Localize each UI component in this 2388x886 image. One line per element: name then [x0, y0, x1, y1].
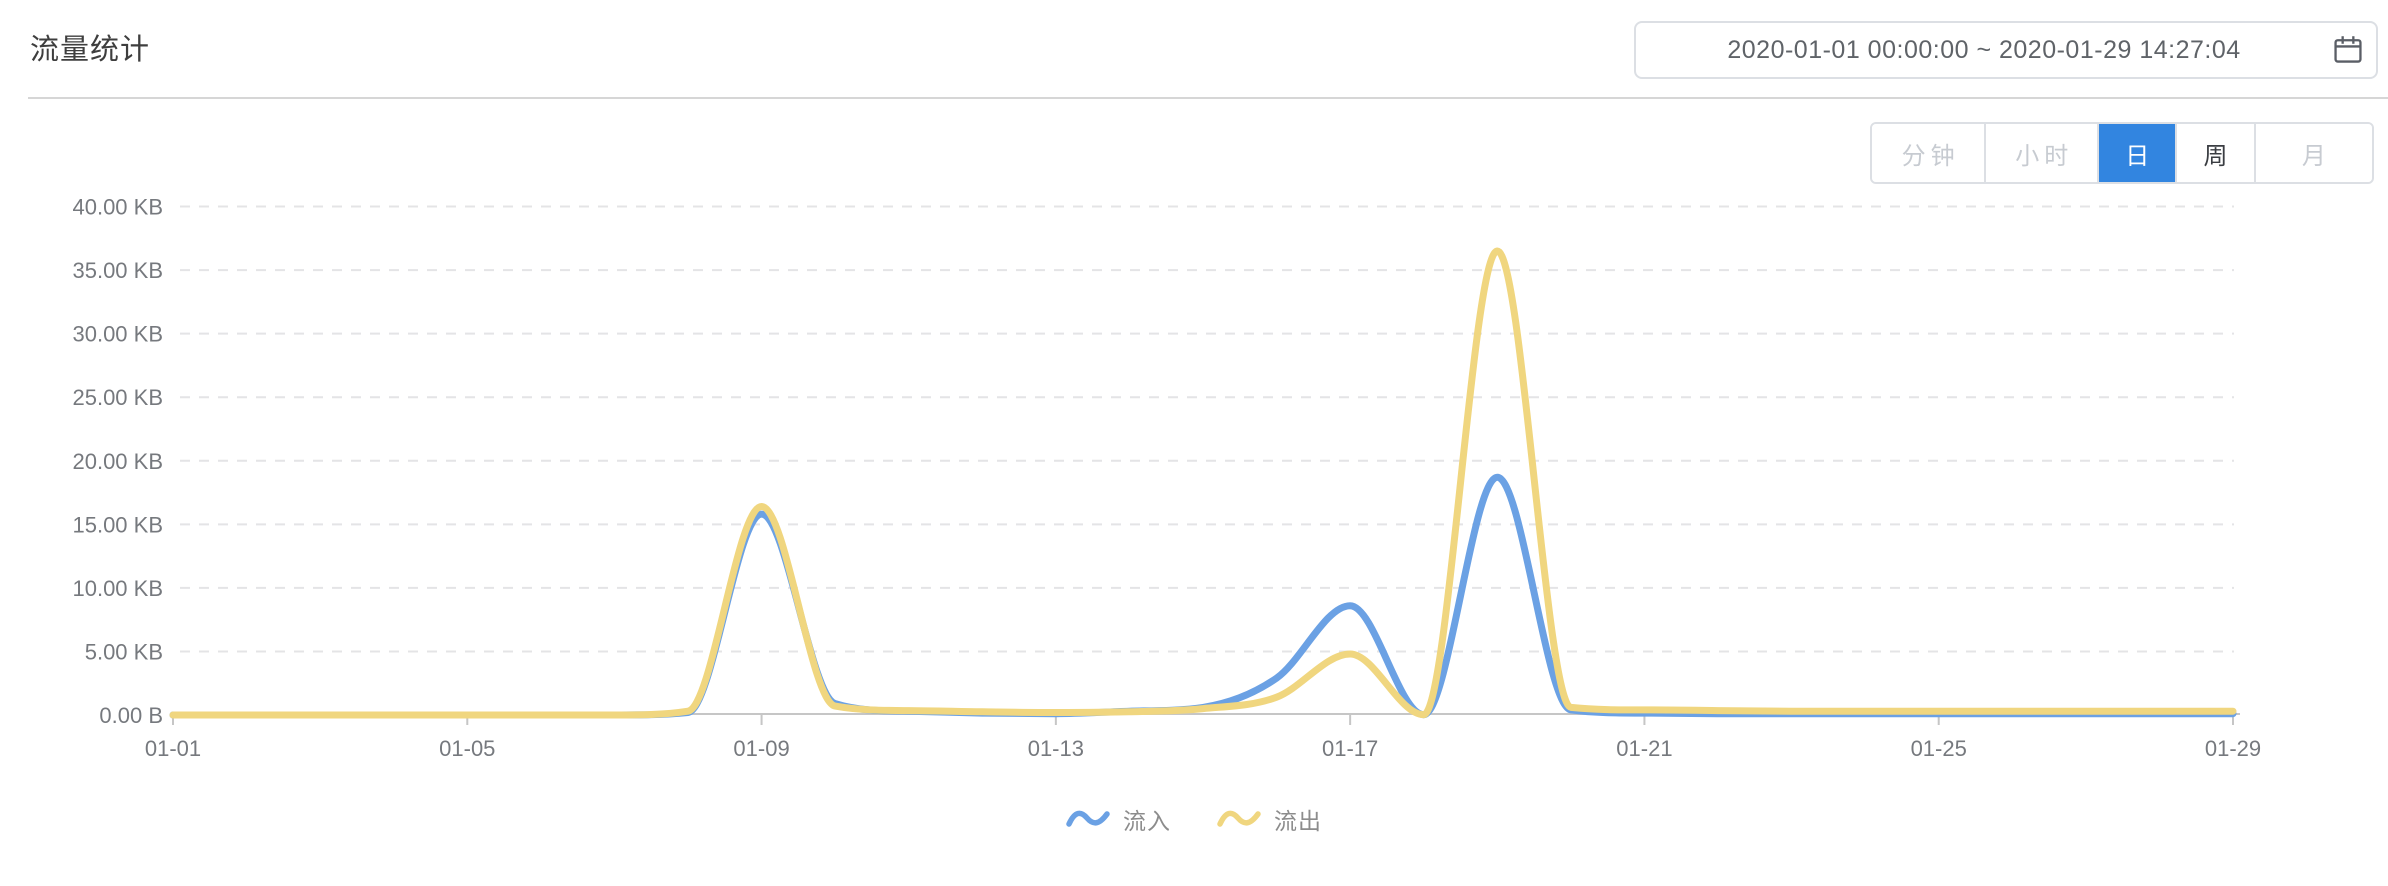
- legend-item-inflow[interactable]: 流入: [1066, 802, 1171, 836]
- calendar-icon: [2334, 36, 2362, 63]
- series-line-inflow: [169, 473, 2237, 719]
- legend-item-outflow[interactable]: 流出: [1217, 802, 1322, 836]
- x-axis-tick-label: 01-09: [733, 736, 789, 761]
- granularity-button-month: 月: [2253, 124, 2372, 182]
- y-axis-tick-label: 15.00 KB: [72, 512, 163, 537]
- legend-wave-icon: [1217, 810, 1261, 827]
- y-axis-tick-label: 40.00 KB: [72, 195, 163, 220]
- x-axis-tick-label: 01-13: [1028, 736, 1084, 761]
- granularity-button-week[interactable]: 周: [2175, 124, 2254, 182]
- date-range-value: 2020-01-01 00:00:00 ~ 2020-01-29 14:27:0…: [1727, 35, 2241, 64]
- y-axis-tick-label: 5.00 KB: [85, 639, 163, 664]
- granularity-switcher: 分钟 小时日周月: [1870, 122, 2374, 184]
- page-title: 流量统计: [30, 34, 151, 66]
- x-axis-tick-label: 01-17: [1322, 736, 1378, 761]
- x-axis-tick-label: 01-25: [1911, 736, 1967, 761]
- x-axis-tick-label: 01-21: [1616, 736, 1672, 761]
- date-range-picker[interactable]: 2020-01-01 00:00:00 ~ 2020-01-29 14:27:0…: [1634, 21, 2378, 79]
- y-axis-tick-label: 20.00 KB: [72, 449, 163, 474]
- x-axis-tick-label: 01-29: [2205, 736, 2261, 761]
- y-axis-tick-label: 25.00 KB: [72, 385, 163, 410]
- granularity-button-hour: 小时: [1984, 124, 2098, 182]
- x-axis-tick-label: 01-01: [145, 736, 201, 761]
- legend-wave-icon: [1066, 810, 1110, 827]
- granularity-button-day[interactable]: 日: [2097, 124, 2176, 182]
- legend-label: 流入: [1123, 808, 1171, 834]
- y-axis-tick-label: 35.00 KB: [72, 258, 163, 283]
- y-axis-tick-label: 10.00 KB: [72, 576, 163, 601]
- header-divider: [28, 97, 2388, 99]
- y-axis-tick-label: 0.00 B: [99, 703, 163, 728]
- chart-legend: 流入 流出: [0, 802, 2388, 836]
- y-axis-tick-label: 30.00 KB: [72, 322, 163, 347]
- granularity-button-minute: 分钟: [1872, 124, 1985, 182]
- x-axis-tick-label: 01-05: [439, 736, 495, 761]
- legend-label: 流出: [1274, 808, 1322, 834]
- series-line-outflow: [169, 247, 2237, 719]
